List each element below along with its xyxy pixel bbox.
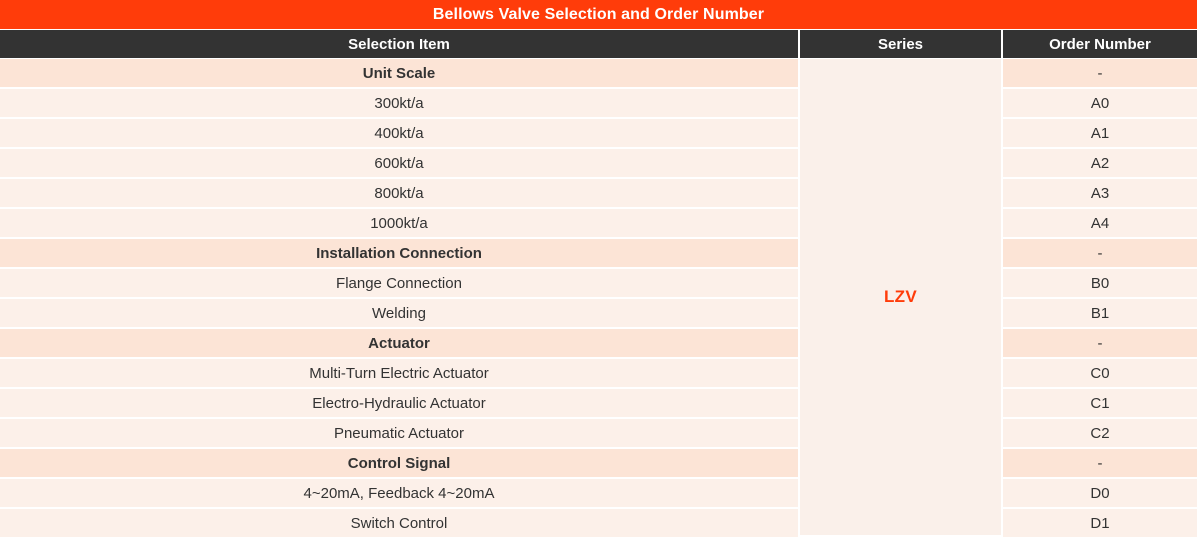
selection-cell: Switch Control (0, 509, 798, 539)
order-cell: - (1003, 59, 1197, 89)
table-title-bar: Bellows Valve Selection and Order Number (0, 0, 1197, 30)
order-cell: - (1003, 329, 1197, 359)
column-divider (1001, 59, 1003, 539)
order-cell: A4 (1003, 209, 1197, 239)
selection-cell: Electro-Hydraulic Actuator (0, 389, 798, 419)
selection-cell: 300kt/a (0, 89, 798, 119)
column-divider (798, 30, 800, 58)
selection-cell: Welding (0, 299, 798, 329)
selection-cell: 600kt/a (0, 149, 798, 179)
header-cell-series: Series (800, 30, 1001, 58)
series-value: LZV (883, 287, 917, 306)
series-merged-cell: LZV (800, 59, 1001, 537)
order-cell: D1 (1003, 509, 1197, 539)
order-cell: A2 (1003, 149, 1197, 179)
order-cell: - (1003, 239, 1197, 269)
order-cell: D0 (1003, 479, 1197, 509)
table-title: Bellows Valve Selection and Order Number (432, 5, 765, 23)
order-cell: B1 (1003, 299, 1197, 329)
selection-cell: 800kt/a (0, 179, 798, 209)
section-row: Unit Scale (0, 59, 798, 89)
header-cell-selection-item: Selection Item (0, 30, 798, 58)
section-row: Actuator (0, 329, 798, 359)
selection-item-column: Unit Scale 300kt/a 400kt/a 600kt/a 800kt… (0, 59, 798, 539)
order-cell: C2 (1003, 419, 1197, 449)
section-row: Installation Connection (0, 239, 798, 269)
selection-cell: Pneumatic Actuator (0, 419, 798, 449)
table-header-row: Selection Item Series Order Number (0, 30, 1197, 59)
order-cell: C1 (1003, 389, 1197, 419)
column-divider (798, 59, 800, 539)
order-cell: C0 (1003, 359, 1197, 389)
selection-cell: Multi-Turn Electric Actuator (0, 359, 798, 389)
order-cell: B0 (1003, 269, 1197, 299)
order-cell: A1 (1003, 119, 1197, 149)
selection-cell: 4~20mA, Feedback 4~20mA (0, 479, 798, 509)
order-cell: A3 (1003, 179, 1197, 209)
order-number-column: - A0 A1 A2 A3 A4 - B0 B1 - C0 C1 C2 - D0… (1003, 59, 1197, 539)
order-cell: A0 (1003, 89, 1197, 119)
section-row: Control Signal (0, 449, 798, 479)
table-body: Unit Scale 300kt/a 400kt/a 600kt/a 800kt… (0, 59, 1197, 539)
selection-cell: 1000kt/a (0, 209, 798, 239)
column-divider (1001, 30, 1003, 58)
selection-cell: Flange Connection (0, 269, 798, 299)
selection-cell: 400kt/a (0, 119, 798, 149)
order-cell: - (1003, 449, 1197, 479)
header-cell-order-number: Order Number (1003, 30, 1197, 58)
